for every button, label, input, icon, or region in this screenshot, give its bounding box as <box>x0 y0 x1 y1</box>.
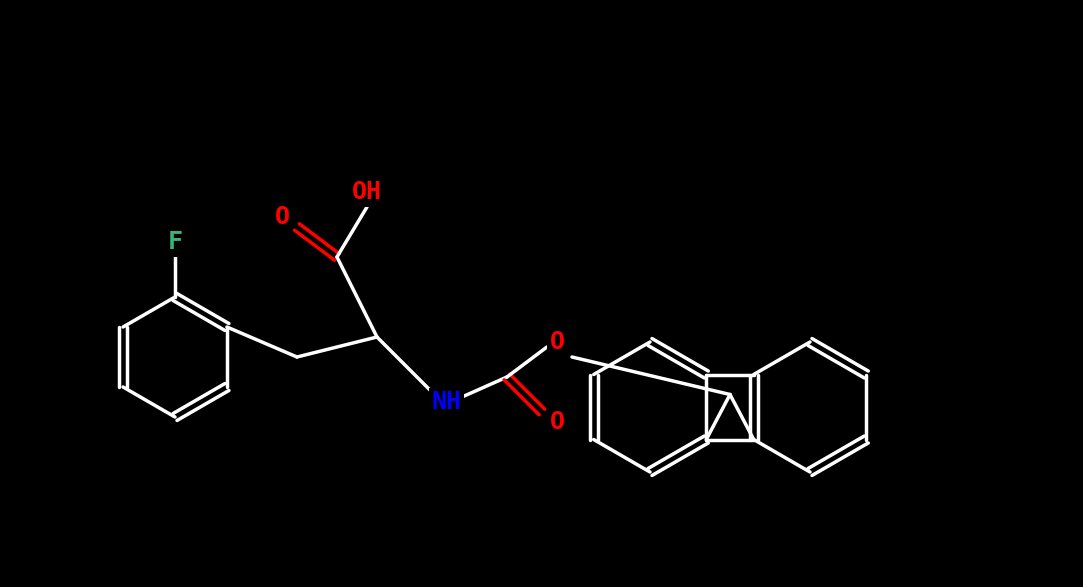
Text: O: O <box>274 205 289 229</box>
Text: OH: OH <box>352 180 382 204</box>
Text: F: F <box>168 230 183 254</box>
Text: O: O <box>549 410 564 434</box>
Text: NH: NH <box>432 390 462 414</box>
Text: O: O <box>549 330 564 354</box>
